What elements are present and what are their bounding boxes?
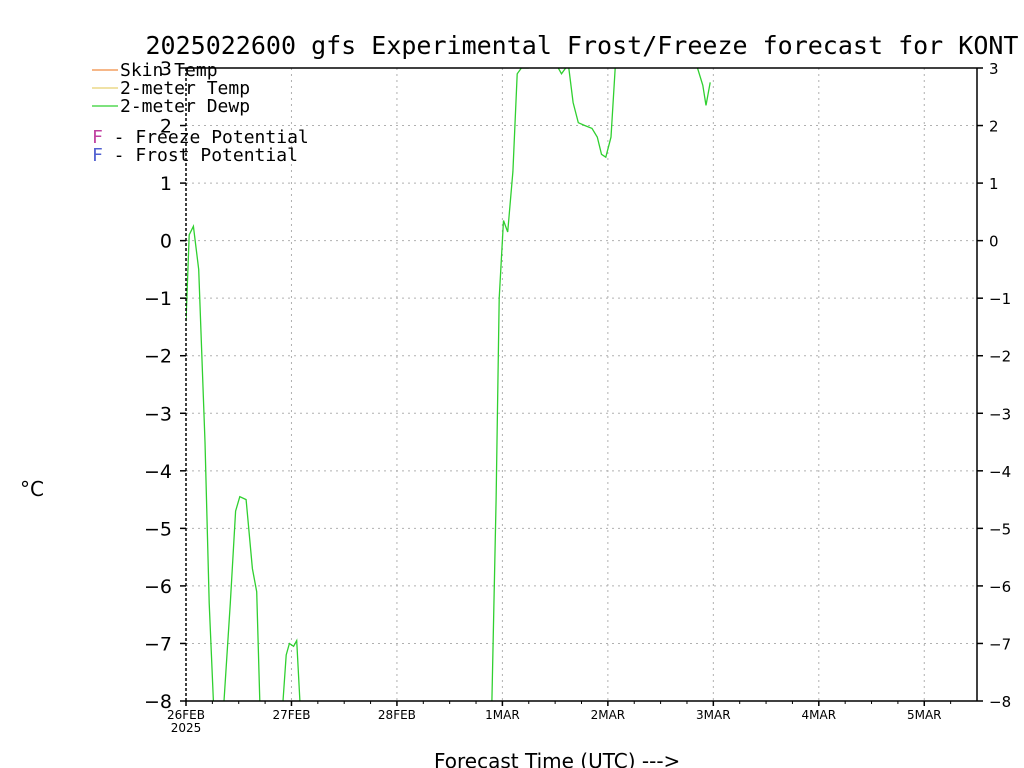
x-tick-sublabel: 2025 bbox=[171, 721, 202, 735]
y-tick-label-right: −6 bbox=[989, 578, 1011, 596]
legend-potential-item: F - Freeze Potential bbox=[92, 127, 309, 148]
y-tick-label-right: −7 bbox=[989, 635, 1011, 653]
series-line-dewpoint bbox=[568, 68, 616, 159]
legend-label: 2-meter Temp bbox=[120, 78, 250, 99]
x-tick-label: 27FEB bbox=[272, 708, 310, 722]
y-tick-label-right: 3 bbox=[989, 60, 999, 78]
y-tick-label-left: −7 bbox=[144, 633, 172, 655]
y-tick-label-right: −3 bbox=[989, 405, 1011, 423]
y-tick-label-left: 2 bbox=[160, 116, 172, 138]
y-tick-label-right: −4 bbox=[989, 463, 1011, 481]
y-tick-label-left: −6 bbox=[144, 576, 172, 598]
y-tick-label-right: −8 bbox=[989, 693, 1011, 711]
series-line-dewpoint bbox=[491, 68, 529, 701]
y-tick-label-left: 0 bbox=[160, 231, 172, 253]
series-line-dewpoint bbox=[696, 68, 711, 106]
x-tick-label: 5MAR bbox=[907, 708, 942, 722]
chart-title: 2025022600 gfs Experimental Frost/Freeze… bbox=[146, 31, 1019, 60]
plot-frame bbox=[185, 67, 978, 702]
x-tick-label: 28FEB bbox=[378, 708, 416, 722]
y-tick-label-left: −5 bbox=[144, 518, 172, 540]
series-lines bbox=[186, 68, 711, 701]
legend-label: Skin Temp bbox=[120, 60, 218, 81]
series-line-dewpoint bbox=[186, 224, 215, 701]
y-axis-title: °C bbox=[20, 477, 44, 501]
x-tick-label: 26FEB bbox=[167, 708, 205, 722]
y-axis-right-ticks: −8 −7 −6 −5 −4 −3 −2 −1 0 1 2 3 bbox=[977, 60, 1011, 711]
y-tick-label-left: −3 bbox=[144, 403, 172, 425]
y-tick-label-left: 3 bbox=[160, 58, 172, 80]
y-tick-label-right: 0 bbox=[989, 233, 999, 251]
y-tick-label-left: −8 bbox=[144, 691, 172, 713]
y-tick-label-right: 1 bbox=[989, 175, 999, 193]
y-tick-label-right: −1 bbox=[989, 290, 1011, 308]
x-axis-title: Forecast Time (UTC) ---> bbox=[434, 749, 680, 768]
x-tick-label: 1MAR bbox=[485, 708, 520, 722]
x-tick-label: 4MAR bbox=[802, 708, 837, 722]
y-tick-label-right: −5 bbox=[989, 520, 1011, 538]
y-tick-label-right: −2 bbox=[989, 348, 1011, 366]
grid-lines bbox=[186, 68, 977, 701]
series-line-dewpoint bbox=[557, 68, 567, 76]
y-tick-label-right: 2 bbox=[989, 118, 999, 136]
y-tick-label-left: −4 bbox=[144, 461, 172, 483]
x-tick-label: 3MAR bbox=[696, 708, 731, 722]
series-line-dewpoint bbox=[223, 495, 261, 701]
y-tick-label-left: −1 bbox=[144, 288, 172, 310]
legend-potential-item: F - Frost Potential bbox=[92, 145, 298, 166]
y-tick-label-left: 1 bbox=[160, 173, 172, 195]
x-tick-label: 2MAR bbox=[591, 708, 626, 722]
legend-label: 2-meter Dewp bbox=[120, 96, 250, 117]
series-line-dewpoint bbox=[282, 638, 301, 701]
y-axis-left-ticks: −8 −7 −6 −5 −4 −3 −2 −1 0 1 2 3 bbox=[144, 58, 186, 713]
y-tick-label-left: −2 bbox=[144, 346, 172, 368]
